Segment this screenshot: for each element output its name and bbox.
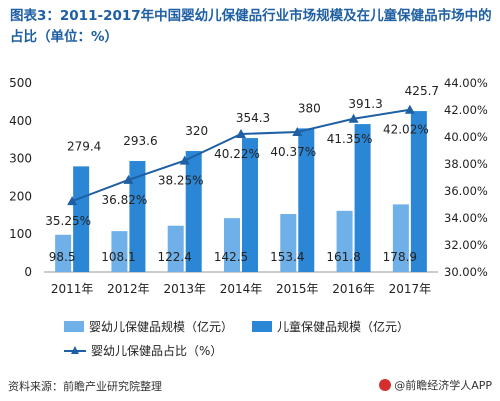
share-point-marker	[236, 129, 246, 139]
bar-infant-value-label: 142.5	[214, 250, 248, 264]
share-value-label: 40.37%	[270, 145, 316, 159]
y-left-tick-label: 500	[9, 76, 32, 90]
bar-child-value-label: 279.4	[67, 139, 101, 153]
share-point-marker	[123, 174, 134, 184]
bar-child	[129, 161, 146, 272]
bar-child-value-label: 425.7	[405, 84, 439, 98]
credit: @前瞻经济学人APP	[379, 377, 492, 393]
bar-infant	[392, 204, 409, 272]
bar-child-value-label: 293.6	[123, 134, 157, 148]
legend-item-infant: 婴幼儿保健品规模（亿元）	[64, 318, 233, 335]
source-note: 资料来源：前瞻产业研究院整理	[8, 380, 162, 393]
y-right-tick-label: 32.00%	[444, 238, 488, 252]
bar-infant	[224, 218, 240, 272]
bar-infant-value-label: 122.4	[158, 250, 192, 264]
bar-infant-value-label: 98.5	[49, 250, 76, 264]
x-tick-label: 2015年	[276, 282, 319, 296]
x-tick-label: 2017年	[389, 282, 432, 296]
share-value-label: 41.35%	[327, 132, 373, 146]
bar-infant	[167, 225, 184, 272]
share-value-label: 42.02%	[383, 123, 429, 137]
y-right-tick-label: 30.00%	[444, 265, 488, 279]
share-point-marker	[67, 196, 78, 206]
share-value-label: 38.25%	[158, 174, 204, 188]
legend-label-infant: 婴幼儿保健品规模（亿元）	[89, 320, 234, 334]
share-point-marker	[348, 113, 359, 123]
share-value-label: 35.25%	[45, 214, 91, 228]
bar-child	[242, 138, 258, 272]
share-value-label: 40.22%	[214, 147, 260, 161]
y-right-tick-label: 38.00%	[444, 157, 488, 171]
legend-swatch-infant	[64, 321, 84, 332]
x-tick-label: 2016年	[332, 282, 375, 296]
app-logo-icon	[379, 379, 392, 391]
share-point-marker	[404, 104, 415, 114]
bar-child-value-label: 391.3	[348, 97, 382, 111]
bar-child-value-label: 320	[185, 124, 208, 138]
bar-infant	[111, 231, 128, 272]
legend-swatch-child	[252, 321, 272, 332]
bar-child	[185, 151, 202, 272]
x-tick-label: 2011年	[51, 282, 94, 296]
bar-infant-value-label: 161.8	[326, 250, 360, 264]
y-right-tick-label: 34.00%	[444, 211, 488, 225]
y-right-tick-label: 44.00%	[444, 76, 488, 90]
share-point-marker	[179, 155, 190, 165]
bar-infant-value-label: 108.1	[101, 250, 135, 264]
legend-item-share: 婴幼儿保健品占比（%）	[64, 342, 222, 359]
share-value-label: 36.82%	[102, 193, 148, 207]
credit-text: @前瞻经济学人APP	[394, 379, 492, 392]
legend-label-share: 婴幼儿保健品占比（%）	[91, 344, 223, 358]
y-left-tick-label: 0	[24, 265, 32, 279]
legend-item-child: 儿童保健品规模（亿元）	[252, 318, 409, 335]
y-right-tick-label: 36.00%	[444, 184, 488, 198]
chart-title: 图表3：2011-2017年中国婴幼儿保健品行业市场规模及在儿童保健品市场中的占…	[10, 8, 492, 45]
bar-child	[354, 124, 371, 273]
x-tick-label: 2014年	[220, 282, 263, 296]
bar-infant-value-label: 178.9	[383, 250, 417, 264]
y-right-tick-label: 42.00%	[444, 103, 488, 117]
y-left-tick-label: 400	[9, 114, 32, 128]
bar-infant	[280, 214, 297, 272]
bar-child-value-label: 354.3	[236, 111, 270, 125]
bar-child	[410, 111, 427, 272]
bar-infant-value-label: 153.4	[270, 250, 304, 264]
y-left-tick-label: 100	[9, 227, 32, 241]
share-point-marker	[292, 127, 303, 137]
bar-infant	[336, 210, 353, 272]
y-right-tick-label: 40.00%	[444, 130, 488, 144]
bar-child-value-label: 380	[298, 101, 321, 115]
x-tick-label: 2013年	[163, 282, 206, 296]
x-tick-label: 2012年	[107, 282, 150, 296]
bar-child	[298, 128, 315, 272]
legend-label-child: 儿童保健品规模（亿元）	[277, 320, 410, 334]
bar-child	[73, 166, 90, 272]
legend-swatch-share	[64, 345, 86, 357]
y-left-tick-label: 300	[9, 152, 32, 166]
bar-infant	[55, 234, 72, 272]
y-left-tick-label: 200	[9, 189, 32, 203]
